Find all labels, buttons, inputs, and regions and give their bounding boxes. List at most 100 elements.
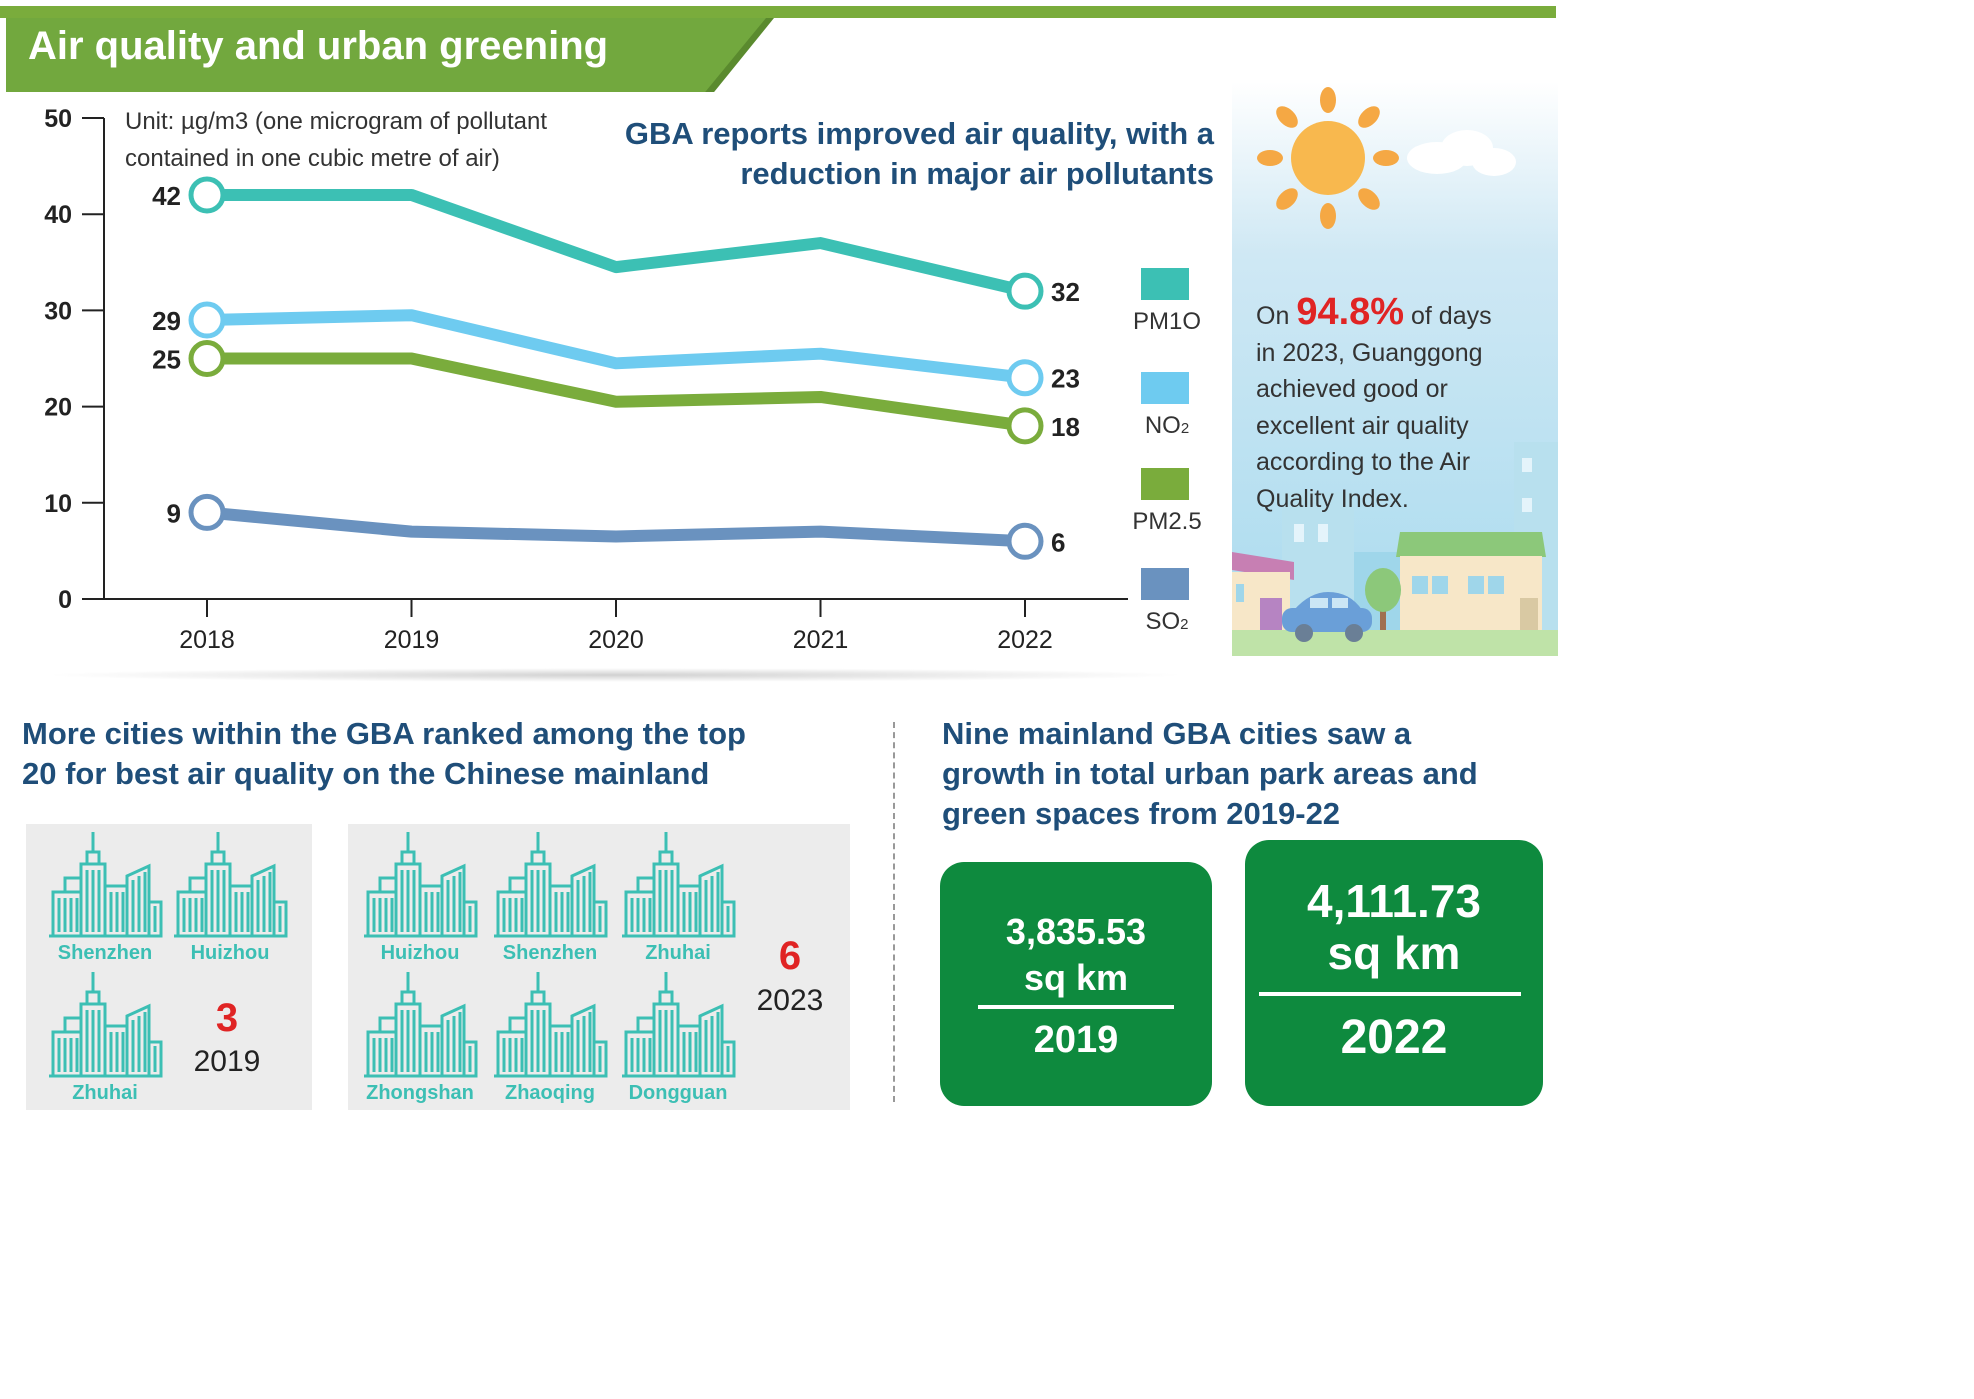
legend-swatch: [1141, 468, 1189, 500]
city-card: Zhaoqing: [490, 970, 610, 1104]
pm2-5-end-label: 18: [1051, 412, 1080, 442]
legend-label: NO2: [1112, 412, 1222, 440]
city-name: Zhaoqing: [505, 1082, 595, 1104]
headline-line-3: green spaces from 2019-22: [942, 796, 1341, 831]
unit-line-2: contained in one cubic metre of air): [125, 145, 500, 172]
city-skyline-icon: [494, 832, 608, 938]
y-tick-label: 30: [44, 297, 72, 325]
y-tick-label: 10: [44, 490, 72, 518]
legend-swatch: [1141, 372, 1189, 404]
stat-line-5: according to the Air: [1256, 448, 1471, 476]
so2-series-line: [201, 506, 1031, 548]
city-name: Zhuhai: [645, 942, 711, 964]
so2-end-label: 6: [1051, 527, 1065, 557]
city-skyline-icon: [49, 832, 163, 938]
y-tick-label: 20: [44, 394, 72, 422]
y-tick-label: 0: [58, 586, 72, 614]
count-2019: 3: [215, 996, 239, 1040]
stat-percentage: 94.8%: [1296, 291, 1405, 333]
city-card: Zhongshan: [360, 970, 480, 1104]
title-banner: [6, 18, 766, 92]
air-quality-headline: GBA reports improved air quality, with a…: [624, 116, 1214, 191]
count-2023: 6: [778, 934, 802, 978]
so2-start-label: 9: [167, 498, 181, 528]
stat-line-4: excellent air quality: [1256, 411, 1469, 440]
pm2-5-start-point: [188, 340, 226, 377]
legend-label-main: PM1O: [1132, 308, 1201, 335]
legend-label-main: PM2.5: [1132, 508, 1202, 535]
x-tick-label: 2021: [793, 626, 849, 654]
year-2019-label: 2019: [193, 1045, 261, 1078]
sun-icon: [1257, 87, 1399, 229]
no2-series-line: [201, 309, 1031, 384]
stat-line-6: Quality Index.: [1256, 484, 1409, 513]
legend-swatch: [1141, 268, 1189, 300]
green-space-2022-year: 2022: [1340, 1011, 1448, 1064]
city-name: Zhongshan: [366, 1082, 474, 1104]
green-space-2022-unit: sq km: [1327, 927, 1461, 979]
city-card: Zhuhai: [618, 830, 738, 964]
sky-illustration: [1232, 82, 1558, 656]
city-card: Shenzhen: [45, 830, 165, 964]
no2-end-point: [1006, 359, 1044, 397]
stat-line-3: achieved good or: [1256, 375, 1448, 403]
city-scene-illustration: [1232, 87, 1558, 656]
pm2-5-end-point: [1006, 407, 1044, 445]
legend-label: SO2: [1112, 608, 1222, 636]
x-tick-label: 2022: [997, 626, 1053, 654]
legend-label: PM2.5: [1112, 508, 1222, 536]
top-accent-bar: [0, 6, 1556, 18]
headline-line-1: More cities within the GBA ranked among …: [22, 716, 746, 751]
legend-swatch: [1141, 568, 1189, 600]
city-name: Shenzhen: [502, 942, 598, 964]
city-name: Huizhou: [190, 942, 270, 964]
stat-line-2: in 2023, Guanggong: [1256, 338, 1483, 367]
pm1o-end-label: 32: [1051, 277, 1080, 307]
y-tick-label: 50: [44, 105, 72, 133]
pm1o-start-label: 42: [152, 181, 181, 211]
legend-label-subscript: 2: [1180, 420, 1190, 437]
card-divider: [1259, 992, 1521, 996]
city-card: Shenzhen: [490, 830, 610, 964]
city-skyline-icon: [622, 832, 736, 938]
car-icon: [1282, 592, 1372, 642]
no2-start-point: [188, 301, 226, 339]
stat-suffix: of days: [1411, 302, 1492, 330]
cloud-icon: [1407, 130, 1516, 176]
x-tick-label: 2019: [384, 626, 440, 654]
city-card: Huizhou: [360, 830, 480, 964]
pollutant-line-chart: 0 10 20 30 40 50 2018 2019 2020 2021 2022 42 32 29 23 2…: [44, 105, 1128, 654]
x-tick-label: 2020: [588, 626, 644, 654]
city-card: Zhuhai: [45, 970, 165, 1104]
city-skyline-icon: [622, 972, 736, 1078]
city-skyline-icon: [49, 972, 163, 1078]
city-card: Huizhou: [170, 830, 290, 964]
air-quality-stat: On 94.8% of days in 2023, Guanggong achi…: [1256, 291, 1546, 517]
section-divider-shadow: [40, 668, 1190, 682]
legend-label-subscript: 2: [1180, 616, 1189, 633]
y-tick-label: 40: [44, 201, 72, 229]
city-skyline-icon: [364, 832, 478, 938]
green-space-2022-card: 4,111.73 sq km 2022: [1245, 840, 1543, 1106]
top-cities-headline: More cities within the GBA ranked among …: [22, 714, 746, 794]
green-space-2019-year: 2019: [1033, 1019, 1119, 1061]
card-divider: [978, 1005, 1174, 1009]
pm2-5-start-label: 25: [152, 345, 181, 375]
x-tick-label: 2018: [179, 626, 235, 654]
so2-start-point: [188, 493, 226, 531]
city-name: Shenzhen: [57, 942, 153, 964]
city-skyline-icon: [494, 972, 608, 1078]
green-space-2019-unit: sq km: [1023, 957, 1129, 998]
legend-label-main: SO: [1145, 608, 1181, 635]
headline-line-1: Nine mainland GBA cities saw a: [942, 716, 1412, 751]
pm1o-series-line: [201, 188, 1031, 298]
city-name: Huizhou: [380, 942, 460, 964]
city-name: Dongguan: [628, 1082, 728, 1104]
headline-line-2: growth in total urban park areas and: [942, 756, 1478, 791]
chart-unit-note: Unit: µg/m3 (one microgram of pollutant …: [125, 103, 605, 177]
vertical-divider: [893, 722, 895, 1102]
pm1o-start-point: [188, 176, 226, 214]
green-space-headline: Nine mainland GBA cities saw a growth in…: [942, 714, 1478, 834]
city-card: Dongguan: [618, 970, 738, 1104]
page-title: Air quality and urban greening: [28, 24, 609, 68]
